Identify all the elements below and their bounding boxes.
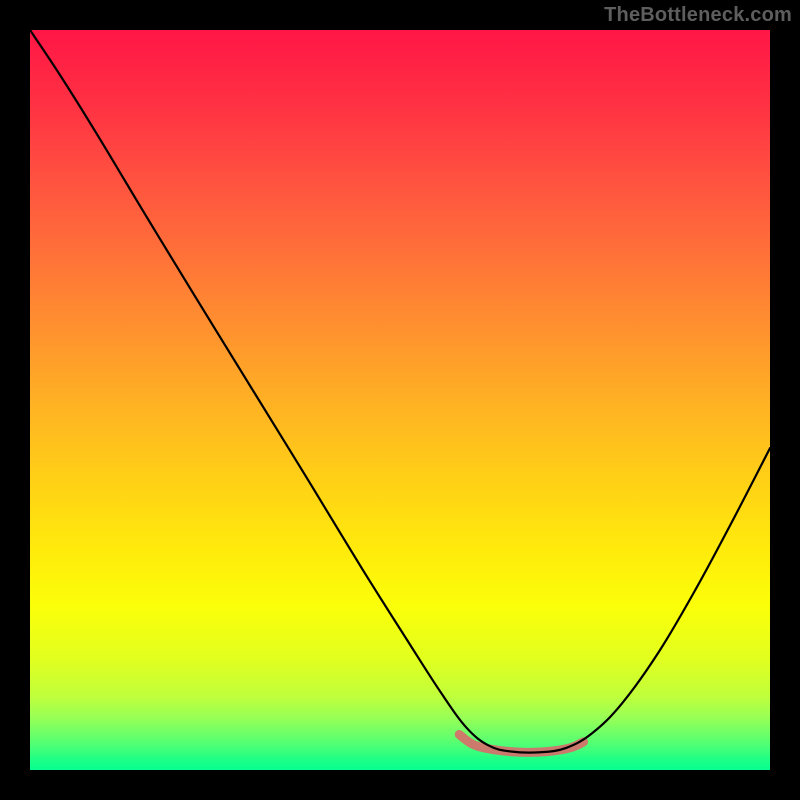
chart-canvas: TheBottleneck.com: [0, 0, 800, 800]
watermark-label: TheBottleneck.com: [604, 4, 792, 27]
bottleneck-chart: [0, 0, 800, 800]
plot-background: [30, 30, 770, 770]
